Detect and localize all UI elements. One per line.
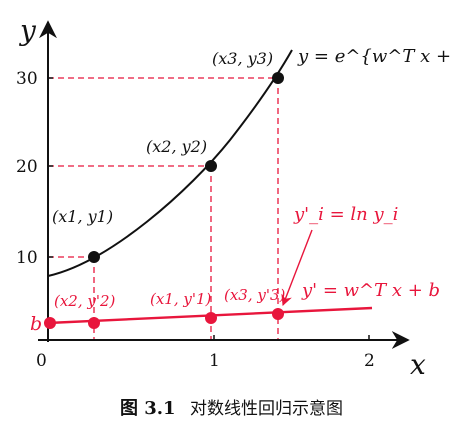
log-annotation-arrow [281, 229, 313, 307]
point-black-3 [272, 72, 284, 84]
y-tick-30: 30 [16, 69, 38, 89]
point-red-b [44, 317, 56, 329]
b-label: b [30, 313, 42, 335]
y-tick-20: 20 [16, 157, 38, 177]
caption-number: 图 3.1 [120, 398, 176, 419]
label-point-black-2: (x2, y2) [146, 137, 207, 156]
exp-curve [47, 49, 293, 277]
point-red-1 [205, 312, 217, 324]
point-black-2 [205, 160, 217, 172]
x-tick-2: 2 [364, 351, 375, 371]
y-axis-label: y [18, 14, 37, 47]
label-point-red-2: (x2, y'2) [54, 292, 116, 310]
caption-title: 对数线性回归示意图 [190, 399, 343, 419]
linear-fit-label: y' = w^T x + b [301, 280, 440, 301]
exp-curve-label: y = e^{w^T x + b} [297, 46, 451, 67]
x-axis-label: x [410, 348, 426, 381]
label-point-red-3: (x3, y'3) [224, 286, 286, 304]
origin-label: 0 [36, 351, 47, 371]
x-tick-1: 1 [209, 351, 220, 371]
black-guide-lines [48, 77, 279, 340]
label-point-black-1: (x1, y1) [52, 207, 113, 226]
axis-ticks [48, 77, 370, 340]
point-red-3 [272, 308, 284, 320]
point-black-1 [88, 251, 100, 263]
label-point-black-3: (x3, y3) [212, 49, 273, 68]
point-red-2 [88, 317, 100, 329]
label-point-red-1: (x1, y'1) [150, 290, 212, 308]
log-transform-label: y'_i = ln y_i [293, 204, 398, 225]
y-tick-10: 10 [16, 248, 38, 268]
